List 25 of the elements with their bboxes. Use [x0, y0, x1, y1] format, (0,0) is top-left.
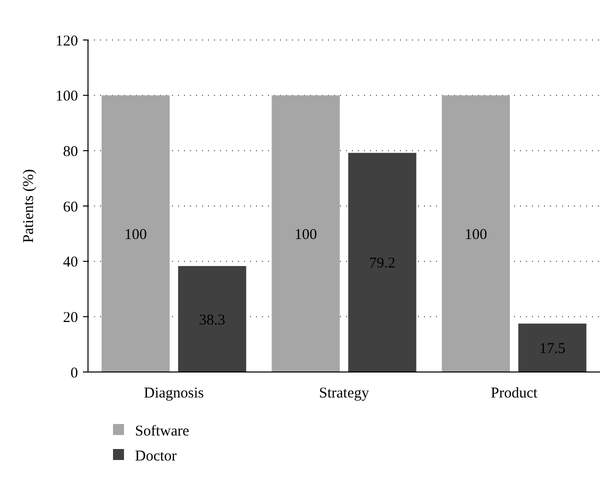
- y-tick-label: 40: [63, 254, 78, 271]
- y-tick-label: 60: [63, 199, 78, 216]
- bar: [518, 324, 586, 372]
- y-tick-label: 80: [63, 144, 78, 160]
- y-tick-label: 0: [70, 365, 78, 382]
- y-tick-label: 20: [63, 310, 78, 326]
- bar: [348, 152, 416, 372]
- bar: [442, 95, 510, 372]
- x-tick-label: Diagnosis: [144, 385, 204, 402]
- legend-label: Doctor: [135, 448, 177, 464]
- legend-label: Software: [135, 423, 190, 440]
- y-tick-label: 100: [56, 88, 78, 105]
- data-label: 79.2: [369, 256, 396, 272]
- data-label: 38.3: [199, 312, 226, 328]
- y-axis-title: Patients (%): [21, 169, 37, 243]
- bar: [272, 95, 340, 372]
- x-tick-label: Strategy: [319, 385, 370, 402]
- bar: [178, 266, 246, 372]
- x-tick-label: Product: [490, 385, 538, 402]
- data-label: 100: [124, 226, 147, 243]
- y-tick-label: 120: [56, 33, 78, 50]
- data-label: 17.5: [539, 341, 566, 358]
- bar: [102, 95, 170, 372]
- data-label: 100: [464, 226, 488, 243]
- data-label: 100: [294, 226, 317, 243]
